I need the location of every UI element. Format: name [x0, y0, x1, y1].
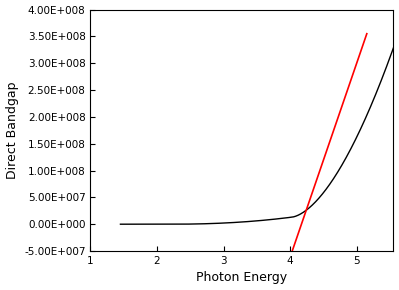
Y-axis label: Direct Bandgap: Direct Bandgap	[6, 81, 19, 179]
X-axis label: Photon Energy: Photon Energy	[196, 271, 288, 284]
